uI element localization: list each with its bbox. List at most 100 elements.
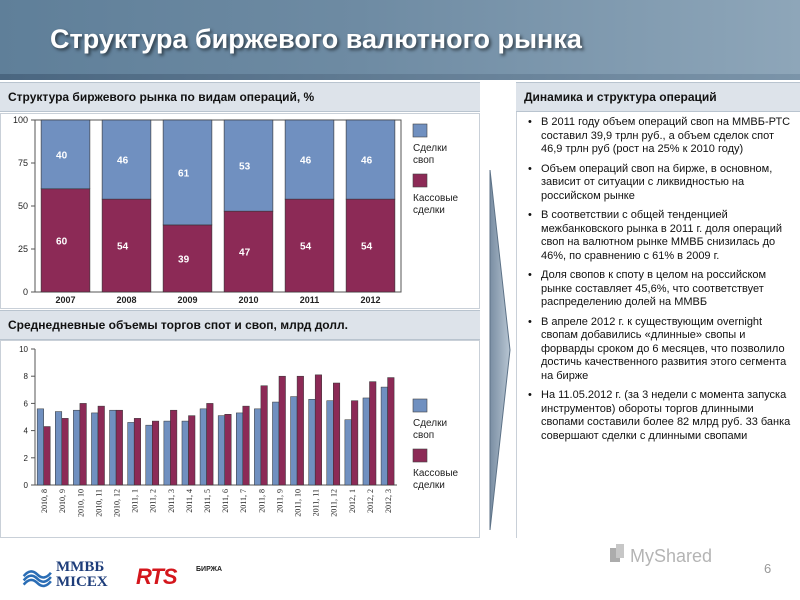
bar-spot: [97, 405, 105, 486]
bar-swap: [199, 408, 207, 486]
y-tick-label: 75: [18, 158, 28, 168]
legend-label-swap-line1: Сделки: [413, 418, 447, 429]
bar-swap: [163, 420, 171, 486]
x-tick-label: 2011: [300, 295, 320, 305]
legend-swatch-swap: [412, 123, 428, 138]
bar-swap: [290, 396, 298, 486]
x-tick-label: 2010, 9: [58, 489, 67, 513]
bar-label-spot: 54: [361, 242, 373, 253]
plot-area: [34, 119, 402, 293]
legend-label-swap-line2: своп: [413, 430, 434, 441]
y-tick-label: 6: [24, 399, 29, 408]
header-bar: Структура биржевого валютного рынка: [0, 0, 800, 80]
x-tick-label: 2011, 1: [131, 489, 140, 513]
volume-chart-svg: 0 2 4 6 8 10 2010, 8 2010, 9 2010, 10 2010, 11 201…: [19, 345, 459, 517]
x-tick-label: 2011, 3: [167, 489, 176, 513]
rts-logo-sub: БИРЖА: [196, 566, 223, 573]
bar-spot: [152, 420, 160, 486]
legend-label-swap-line2: своп: [413, 155, 434, 166]
x-tick-label: 2010: [238, 295, 258, 305]
bullet-item: На 11.05.2012 г. (за 3 недели с момента …: [527, 389, 794, 443]
x-tick-label: 2010, 8: [40, 489, 49, 513]
bar-spot: [333, 382, 341, 486]
page-number: 6: [764, 561, 772, 576]
x-tick-label: 2012, 3: [384, 489, 393, 513]
bar-spot: [223, 210, 274, 293]
bar-spot: [188, 415, 196, 486]
bar-spot: [206, 403, 214, 486]
bar-label-swap: 61: [178, 168, 190, 179]
y-tick-label: 0: [23, 287, 28, 297]
x-tick-label: 2010, 12: [112, 489, 121, 517]
structure-chart-heading: Структура биржевого рынка по видам опера…: [0, 82, 480, 112]
dynamics-bullet-list: В 2011 году объем операций своп на ММВБ-…: [517, 112, 800, 443]
x-tick-label: 2011, 7: [239, 489, 248, 513]
bar-spot: [369, 381, 377, 486]
bar-swap: [145, 424, 153, 486]
chevron-right-icon: [489, 170, 511, 530]
volume-chart-heading: Среднедневные объемы торгов спот и своп,…: [0, 310, 480, 340]
bar-swap: [40, 119, 91, 190]
rts-logo: RTS: [136, 564, 178, 589]
bar-spot: [43, 426, 51, 486]
bar-label-swap: 53: [239, 162, 251, 173]
x-tick-label: 2012, 1: [348, 489, 357, 513]
bar-swap: [181, 420, 189, 486]
bullet-item: Объем операций своп на бирже, в основном…: [527, 163, 794, 204]
bar-swap: [308, 399, 316, 486]
volume-chart: 0 2 4 6 8 10 2010, 8 2010, 9 2010, 10 2010, 11 201…: [0, 340, 480, 538]
x-tick-label: 2011, 10: [293, 489, 302, 517]
x-tick-label: 2010, 11: [94, 489, 103, 517]
bar-swap: [326, 400, 334, 486]
bar-spot: [284, 198, 335, 293]
bar-swap: [254, 408, 262, 486]
legend-label-spot-line2: сделки: [413, 480, 445, 491]
bar-spot: [314, 374, 322, 486]
x-tick-label: 2012, 2: [366, 489, 375, 513]
mmvb-logo-icon: [22, 570, 52, 588]
legend-swatch-swap: [412, 398, 428, 413]
y-tick-label: 2: [24, 454, 29, 463]
bar-label-spot: 39: [178, 254, 190, 265]
bar-spot: [242, 405, 250, 486]
bar-swap: [91, 412, 99, 486]
legend-label-spot-line2: сделки: [413, 205, 445, 216]
y-tick-label: 100: [13, 115, 28, 125]
bar-swap: [162, 119, 213, 226]
mmvb-line2: MICEX: [56, 574, 108, 590]
x-tick-label: 2009: [177, 295, 197, 305]
bullet-item: Доля свопов к споту в целом на российско…: [527, 269, 794, 310]
bar-spot: [296, 375, 304, 486]
x-tick-label: 2007: [55, 295, 75, 305]
legend-label-spot-line1: Кассовые: [413, 468, 459, 479]
bar-swap: [73, 409, 81, 486]
bar-label-swap: 40: [56, 150, 68, 161]
watermark-logo: MyShared: [610, 544, 712, 566]
bar-label-spot: 47: [239, 248, 251, 259]
bar-spot: [387, 377, 395, 486]
x-tick-label: 2012: [360, 295, 380, 305]
bar-swap: [284, 119, 335, 200]
bar-swap: [36, 408, 44, 486]
bar-swap: [344, 419, 352, 486]
bar-label-swap: 46: [117, 156, 129, 167]
bar-spot: [61, 418, 69, 486]
bar-label-spot: 54: [300, 242, 312, 253]
watermark-text: MyShared: [630, 546, 712, 566]
bar-spot: [224, 414, 232, 486]
bar-swap: [345, 119, 396, 200]
mmvb-logo-text: ММВБ MICEX: [56, 560, 108, 590]
bar-spot: [260, 385, 268, 486]
structure-chart: 0 25 50 75 100 60 40 2007 54 46 2008 39 61 2009 47 53 20…: [0, 113, 480, 309]
bar-label-spot: 54: [117, 242, 129, 253]
bar-swap: [127, 422, 135, 486]
x-tick-label: 2011, 4: [185, 489, 194, 513]
x-tick-label: 2011, 6: [221, 489, 230, 513]
bar-swap: [109, 409, 117, 486]
x-tick-label: 2011, 12: [330, 489, 339, 517]
plot-area: [35, 349, 397, 485]
x-tick-label: 2011, 8: [257, 489, 266, 513]
y-tick-label: 8: [24, 372, 29, 381]
x-tick-label: 2008: [116, 295, 136, 305]
y-tick-label: 50: [18, 201, 28, 211]
